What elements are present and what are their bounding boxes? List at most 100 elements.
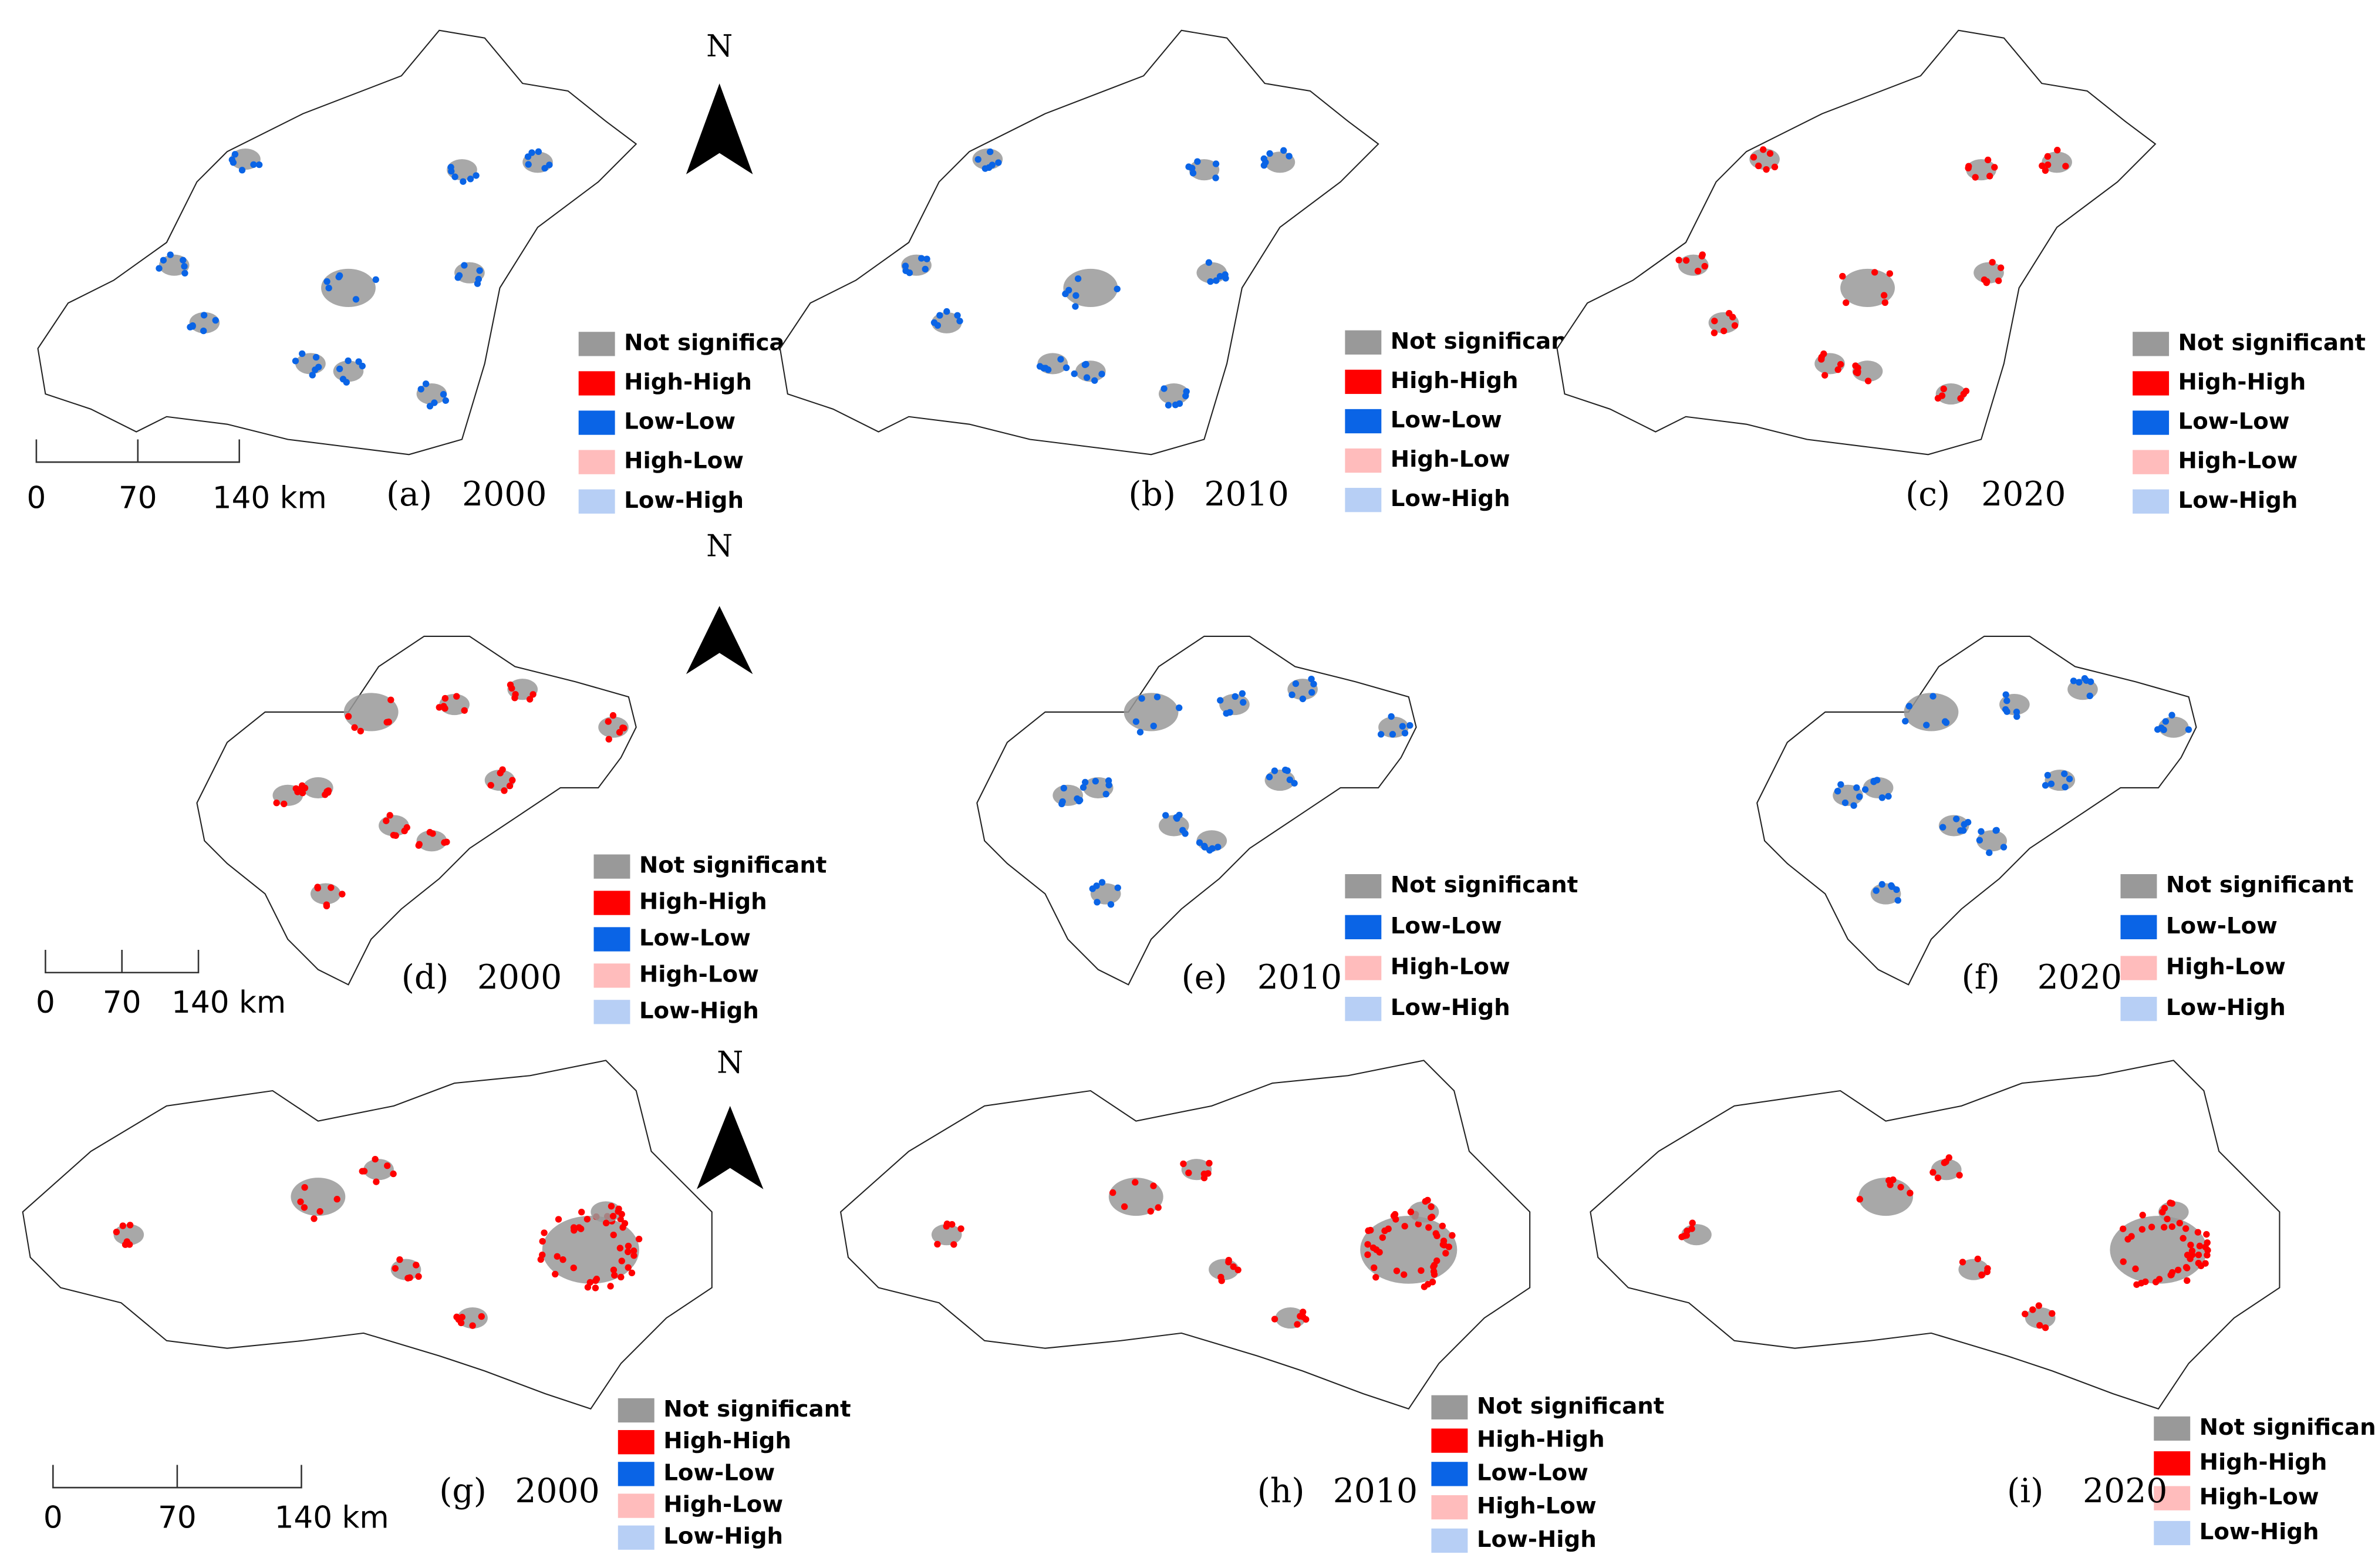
cluster-point [1991,164,1998,171]
cluster-point [230,159,237,166]
cluster-point [333,1196,340,1203]
cluster-point [1984,1265,1991,1272]
legend-swatch [1345,488,1382,512]
region-outline [1590,1060,2280,1410]
legend-swatch [593,927,630,952]
cluster-point [1107,901,1115,908]
cluster-point [1217,697,1224,704]
cluster-point [1377,731,1385,738]
legend-swatch [618,1398,655,1423]
cluster-point [1114,884,1121,891]
cluster-point [936,312,943,319]
cluster-point [974,156,981,163]
cluster-point [1185,1169,1192,1176]
cluster-point [625,1264,632,1271]
map-panel [37,29,637,456]
cluster-point [610,1231,617,1239]
legend-swatch [1431,1462,1468,1486]
legend-swatch [2133,489,2170,514]
panel-label: (b) [1128,475,1176,514]
legend-swatch [2120,956,2157,980]
cluster-point [1399,723,1406,730]
cluster-point [1878,881,1885,888]
legend-label: Low-High [624,487,744,514]
cluster-point [1442,1250,1449,1257]
region-outline [196,635,637,986]
cluster-point [113,1228,120,1236]
cluster-point [2197,1262,2205,1270]
cluster-point [1711,318,1718,325]
legend-label: Low-Low [2178,409,2290,435]
legend-swatch [2154,1520,2191,1546]
cluster-point [1974,1255,1981,1263]
panel-label: (d) [402,958,449,997]
cluster-point [546,161,553,168]
legend-label: High-Low [2166,954,2286,980]
cluster-point [1431,1271,1438,1278]
cluster-point [336,272,343,279]
cluster-point [526,696,534,703]
legend-label: Low-High [2166,994,2286,1021]
cluster-point [339,891,346,898]
cluster-point [1223,710,1230,717]
cluster-point [1894,897,1901,904]
region-outline [779,29,1379,456]
cluster [1840,268,1895,307]
cluster-point [618,1257,625,1264]
cluster-point [1160,385,1168,392]
cluster-point [618,1273,625,1281]
cluster-point [2168,1223,2176,1230]
legend-label: Not significant [1391,872,1578,898]
cluster-point [1260,155,1267,163]
cluster-point [1694,268,1702,275]
cluster-point [1940,385,1947,393]
panel-year: 2000 [477,958,562,997]
cluster-point [628,1269,636,1277]
legend-swatch [2154,1451,2191,1476]
cluster-point [902,262,909,269]
cluster-point [2044,771,2052,779]
legend-swatch [578,489,615,514]
cluster-point [299,350,306,358]
cluster-point [1288,691,1296,699]
cluster-point [301,1204,308,1211]
legend-label: Not significant [2178,329,2366,356]
cluster-point [609,712,617,719]
cluster-point [625,1248,632,1256]
cluster-point [922,265,929,273]
cluster-point [1711,329,1718,336]
cluster-point [1731,322,1739,329]
scale-label: 140 km [171,985,286,1020]
panel-year: 2020 [1981,475,2066,514]
cluster-point [1365,1227,1372,1235]
cluster-point [1176,811,1183,819]
cluster-point [156,265,163,272]
cluster-point [528,149,535,156]
cluster-point [635,1235,643,1243]
panel-label: (i) [2007,1472,2043,1510]
cluster-point [1406,722,1413,729]
cluster-point [1071,370,1078,377]
panel-label: (f) [1962,958,2000,997]
legend-label: Low-Low [2166,913,2278,939]
scale-bar [35,439,240,463]
cluster-point [2086,692,2093,700]
cluster-point [1083,374,1091,381]
legend-label: High-High [639,889,767,915]
cluster-point [1390,1212,1398,1219]
cluster-point [1299,695,1307,703]
cluster-point [2194,1229,2202,1236]
legend-label: Not significant [663,1396,851,1422]
cluster-point [1888,882,1895,889]
cluster-point [316,1208,323,1215]
cluster-point [497,770,504,777]
cluster-point [1959,1259,1966,1266]
legend-swatch [2133,332,2170,356]
cluster-point [448,168,455,175]
cluster-point [1885,793,1892,800]
cluster-point [1852,362,1859,369]
legend-swatch [2133,450,2170,474]
cluster-point [1978,828,1985,835]
cluster-point [1105,777,1112,784]
cluster-point [1182,830,1189,837]
